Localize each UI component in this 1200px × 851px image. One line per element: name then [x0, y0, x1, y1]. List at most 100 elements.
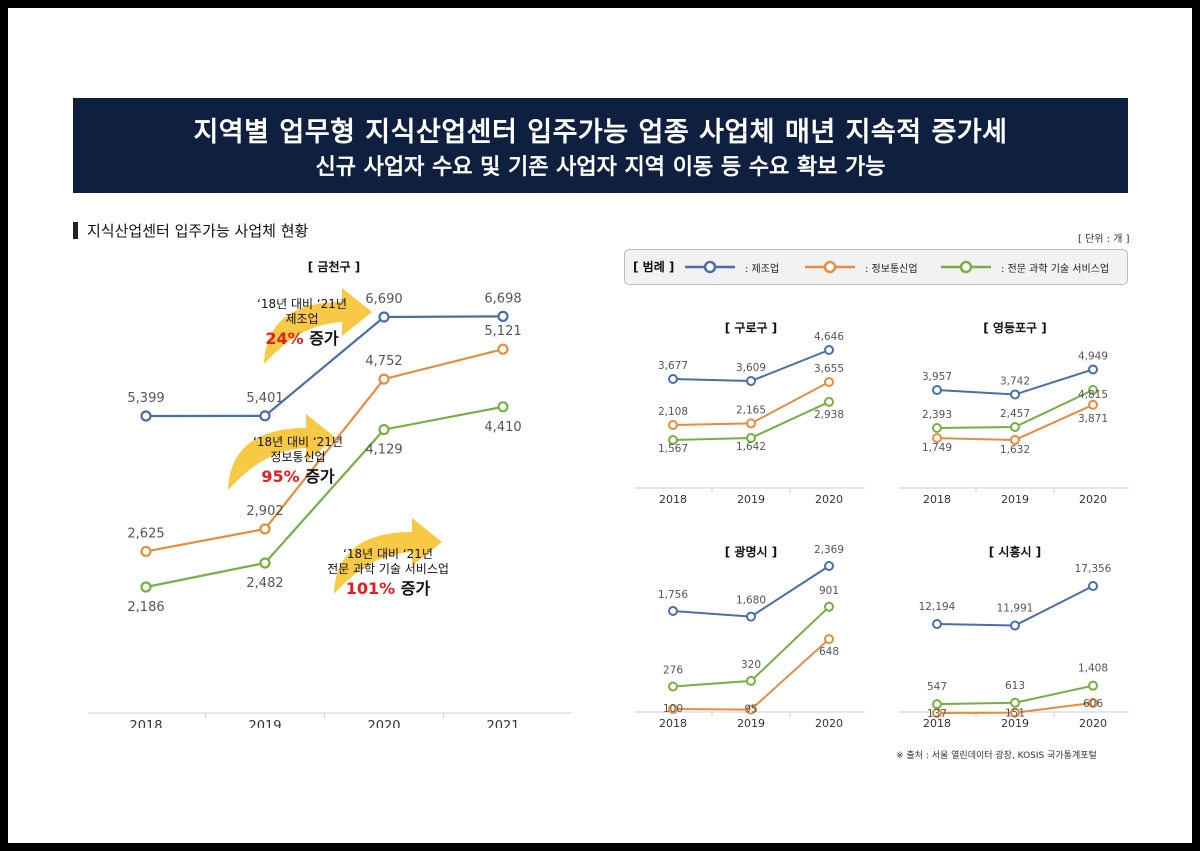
x-tick-label: 2019: [737, 717, 765, 730]
trend-arrow-icon: [264, 288, 372, 364]
data-label-ict: 95: [744, 704, 757, 716]
data-label-ict: 606: [1083, 698, 1103, 710]
data-label-manufacturing: 1,680: [736, 595, 766, 607]
data-point-ict: [668, 420, 678, 430]
data-label-science: 901: [819, 585, 839, 597]
data-point-science: [1010, 421, 1020, 432]
data-point-manufacturing: [1088, 364, 1098, 375]
data-label-ict: 5,121: [484, 324, 521, 339]
data-label-ict: 137: [927, 708, 947, 720]
data-point-science: [932, 423, 942, 433]
data-point-science: [746, 432, 756, 443]
data-point-ict: [1088, 399, 1098, 410]
data-point-science: [668, 681, 678, 692]
data-point-ict: [1010, 434, 1020, 445]
data-label-science: 547: [927, 681, 947, 693]
legend-label-ict: : 정보통신업: [865, 264, 918, 275]
data-label-science: 1,408: [1078, 663, 1108, 675]
chart-title: [ 광명시 ]: [725, 544, 777, 559]
chart-geumcheon: [ 금천구 ] 2018 2019 2020 2021 5,399 5,401 6,690 6,…: [88, 259, 571, 728]
annotation-percent-suffix: 증가: [300, 467, 335, 486]
x-tick-label: 2018: [129, 719, 162, 728]
data-point-science: [932, 699, 942, 710]
annotation-line2-ict: 정보통신업: [270, 450, 325, 464]
data-label-science: 2,186: [127, 600, 164, 615]
legend-swatch-science: [941, 260, 991, 274]
data-label-manufacturing: 6,698: [484, 291, 521, 306]
section-marker: [73, 222, 78, 239]
data-point-science: [259, 557, 271, 569]
data-label-ict: 1,749: [922, 442, 952, 454]
annotation-percent-manufacturing: 24% 증가: [265, 329, 339, 348]
x-tick-label: 2020: [815, 493, 843, 506]
chart-title: [ 구로구 ]: [725, 321, 777, 335]
data-label-ict: 3,871: [1078, 413, 1108, 425]
source-note: ※ 출처 : 서울 열린데이터 광장, KOSIS 국가통계포털: [896, 751, 1097, 761]
data-label-manufacturing: 5,401: [246, 391, 283, 406]
title-banner: 지역별 업무형 지식산업센터 입주가능 업종 사업체 매년 지속적 증가세 신규…: [73, 98, 1128, 193]
x-tick-label: 2020: [1079, 717, 1107, 730]
data-point-ict: [378, 373, 390, 385]
data-label-manufacturing: 3,957: [922, 371, 952, 383]
data-label-science: 1,567: [658, 443, 688, 455]
data-point-ict: [932, 433, 942, 444]
series-line-science: [145, 405, 504, 589]
x-tick-label: 2021: [486, 719, 519, 728]
data-label-manufacturing: 5,399: [127, 391, 164, 406]
x-tick-label: 2019: [1001, 493, 1029, 506]
data-point-manufacturing: [378, 311, 390, 323]
data-label-manufacturing: 6,690: [365, 292, 402, 307]
data-label-manufacturing: 11,991: [997, 602, 1034, 614]
data-point-ict: [1088, 697, 1098, 708]
data-point-manufacturing: [824, 345, 834, 355]
data-point-science: [1088, 385, 1098, 395]
data-point-ict: [497, 343, 509, 355]
data-point-manufacturing: [140, 410, 152, 422]
legend: [ 범례 ] : 제조업 : 정보통신업 : 전문 과학 기술 서비스업: [624, 249, 1128, 285]
data-label-manufacturing: 4,949: [1078, 350, 1108, 362]
unit-label: [ 단위 : 개 ]: [1078, 234, 1130, 245]
data-label-manufacturing: 2,369: [814, 544, 844, 556]
data-label-ict: 2,165: [736, 404, 766, 416]
data-label-science: 4,410: [484, 420, 521, 435]
data-point-manufacturing: [932, 385, 942, 395]
x-tick-label: 2020: [815, 717, 843, 730]
data-point-manufacturing: [746, 376, 756, 387]
data-point-ict: [746, 704, 756, 715]
data-point-science: [824, 601, 834, 612]
data-point-ict: [746, 418, 756, 429]
legend-label-science: : 전문 과학 기술 서비스업: [1001, 264, 1110, 275]
annotation-percent-science: 101% 증가: [346, 579, 431, 598]
legend-swatch-manufacturing: [685, 260, 735, 274]
data-point-ict: [824, 377, 834, 387]
data-label-manufacturing: 3,742: [1000, 375, 1030, 387]
data-point-ict: [824, 634, 834, 645]
data-label-science: 1,642: [736, 441, 766, 453]
data-label-manufacturing: 3,677: [658, 360, 688, 372]
annotation-percent-suffix: 증가: [395, 579, 430, 598]
x-tick-label: 2018: [923, 717, 951, 730]
annotation-percent-ict: 95% 증가: [261, 467, 335, 486]
data-label-ict: 2,902: [246, 504, 283, 519]
slide: { "banner": { "title": "지역별 업무형 지식산업센터 입…: [8, 8, 1192, 843]
data-point-manufacturing: [1010, 389, 1020, 400]
legend-label-manufacturing: : 제조업: [745, 264, 780, 275]
data-point-manufacturing: [1010, 620, 1020, 631]
data-point-manufacturing: [668, 374, 678, 384]
data-label-ict: 100: [663, 703, 683, 715]
data-point-science: [378, 423, 390, 436]
data-point-manufacturing: [668, 606, 678, 616]
data-label-ict: 3,655: [814, 363, 844, 375]
annotation-line2-manufacturing: 제조업: [285, 312, 318, 326]
data-point-manufacturing: [932, 619, 942, 629]
annotation-percent-suffix: 증가: [304, 329, 339, 348]
data-label-manufacturing: 4,646: [814, 331, 844, 343]
data-point-manufacturing: [1088, 581, 1098, 591]
data-point-manufacturing: [824, 561, 834, 571]
chart-title: [ 영등포구 ]: [983, 320, 1047, 335]
chart-title: [ 금천구 ]: [308, 259, 360, 274]
data-label-manufacturing: 3,609: [736, 362, 766, 374]
data-point-science: [668, 435, 678, 446]
data-point-science: [746, 675, 756, 686]
